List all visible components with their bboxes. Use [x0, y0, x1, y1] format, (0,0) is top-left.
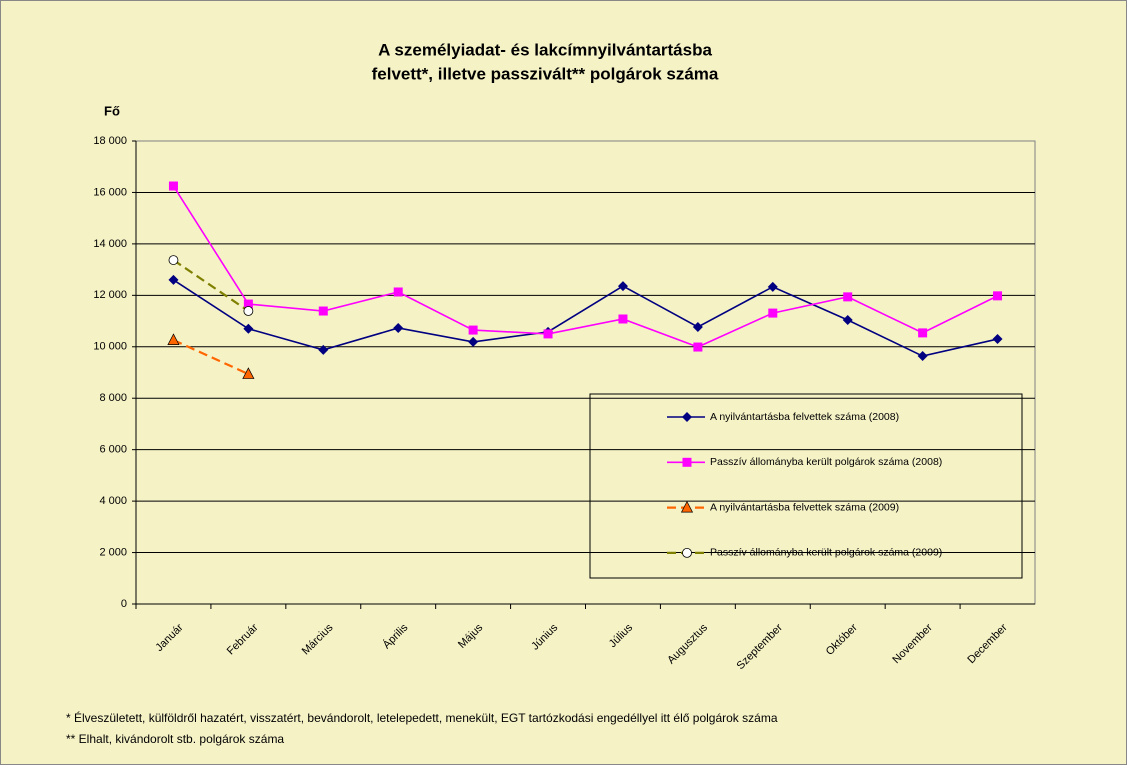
y-tick-label: 8 000 [99, 392, 127, 404]
y-tick-label: 4 000 [99, 495, 127, 507]
point [393, 323, 404, 334]
point [318, 344, 329, 355]
point [843, 292, 853, 302]
series-line [172, 185, 998, 348]
legend-label: A nyilvántartásba felvettek száma (2008) [710, 411, 899, 423]
point [393, 287, 403, 297]
point [993, 291, 1003, 301]
point [768, 308, 778, 318]
y-tick-label: 6 000 [99, 444, 127, 456]
y-tick-label: 0 [121, 598, 127, 610]
series-line [172, 259, 249, 312]
legend-label: A nyilvántartásba felvettek száma (2009) [710, 501, 899, 513]
legend-label: Passzív állományba került polgárok száma… [710, 456, 942, 468]
point [692, 321, 703, 332]
footnote: * Élveszületett, külföldről hazatért, vi… [66, 710, 778, 725]
y-tick-label: 10 000 [93, 341, 127, 353]
point [617, 281, 628, 292]
y-tick-label: 18 000 [93, 135, 127, 147]
y-tick-label: 12 000 [93, 289, 127, 301]
series-line [173, 279, 998, 357]
legend-label: Passzív állományba került polgárok száma… [710, 547, 942, 559]
y-tick-label: 14 000 [93, 238, 127, 250]
legend-marker [682, 548, 692, 558]
y-axis-label: Fő [104, 103, 120, 118]
point [243, 299, 253, 309]
point [167, 333, 180, 345]
point [693, 342, 703, 352]
point [468, 336, 479, 347]
point [918, 328, 928, 338]
point [243, 323, 254, 334]
point [243, 306, 254, 316]
point [992, 334, 1003, 345]
legend-marker [682, 412, 692, 422]
point [767, 281, 778, 292]
point [242, 367, 255, 379]
point [618, 314, 628, 324]
legend-marker [682, 457, 692, 467]
legend-marker [680, 500, 694, 513]
point [468, 325, 478, 335]
y-tick-label: 2 000 [99, 546, 127, 558]
point [842, 315, 853, 326]
point [168, 255, 179, 265]
y-tick-label: 16 000 [93, 186, 127, 198]
chart-title: felvett*, illetve passzivált** polgárok … [372, 64, 719, 83]
point [168, 274, 179, 285]
chart-title: A személyiadat- és lakcímnyilvántartásba [378, 40, 712, 59]
point [318, 306, 328, 316]
legend [589, 393, 1023, 579]
point [168, 181, 178, 191]
point [543, 329, 553, 339]
footnote: ** Elhalt, kivándorolt stb. polgárok szá… [66, 732, 284, 746]
point [917, 351, 928, 362]
